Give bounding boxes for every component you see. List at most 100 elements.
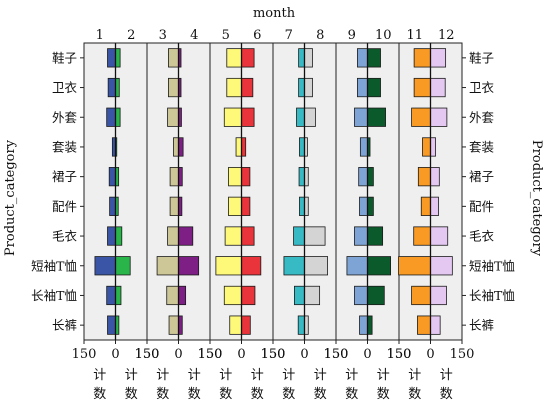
month-label: 4	[190, 28, 198, 43]
bar-month-10	[367, 167, 374, 187]
category-label-right: 套装	[469, 139, 494, 154]
bar-month-8	[304, 226, 326, 246]
month-label: 6	[253, 28, 261, 43]
bar-month-8	[304, 256, 329, 276]
bar-month-11	[411, 285, 431, 306]
bar-month-8	[304, 285, 321, 306]
bar-month-9	[354, 107, 368, 127]
month-label: 12	[438, 28, 455, 43]
bar-layer	[94, 48, 453, 335]
bar-month-9	[357, 48, 368, 68]
category-label-left: 毛衣	[52, 229, 78, 244]
bar-month-1	[108, 167, 116, 187]
bar-month-12	[430, 137, 436, 157]
bar-month-10	[367, 226, 384, 246]
bar-month-1	[109, 196, 116, 216]
x-axis-label: 数	[314, 387, 327, 402]
bar-month-9	[354, 226, 368, 246]
month-label: 7	[285, 28, 293, 43]
x-tick-label: 150	[261, 347, 286, 362]
bar-month-4	[178, 285, 187, 306]
category-label-right: 卫衣	[469, 80, 495, 95]
bar-month-12	[430, 315, 441, 335]
bar-month-5	[223, 285, 242, 306]
category-label-right: 外套	[469, 110, 495, 125]
bar-month-11	[398, 256, 431, 276]
bar-month-2	[115, 285, 122, 306]
x-axis-label: 计	[345, 368, 358, 383]
category-label-left: 裙子	[52, 169, 77, 184]
bar-month-2	[115, 256, 131, 276]
bar-month-1	[106, 285, 116, 306]
bar-month-5	[235, 137, 242, 157]
x-axis-label: 计	[93, 368, 106, 383]
bar-month-3	[168, 315, 179, 335]
bar-month-1	[94, 256, 116, 276]
bar-month-4	[178, 137, 184, 157]
bar-month-6	[241, 315, 251, 335]
x-tick-label: 150	[450, 347, 475, 362]
bar-month-5	[226, 77, 242, 98]
y-axis-label-right: Product_category	[529, 140, 544, 257]
category-label-right: 配件	[469, 199, 494, 214]
bar-month-7	[298, 167, 305, 187]
month-label: 2	[127, 28, 135, 43]
bar-month-3	[168, 77, 179, 98]
x-axis-label: 数	[93, 387, 106, 402]
month-label: 3	[159, 28, 167, 43]
category-label-left: 套装	[52, 139, 77, 154]
bar-month-10	[367, 77, 381, 98]
x-axis-label: 计	[440, 368, 453, 383]
bar-month-7	[297, 315, 305, 335]
x-tick-label: 150	[261, 347, 286, 362]
category-label-right: 长裤	[469, 318, 494, 333]
bar-month-7	[299, 196, 305, 216]
bar-month-12	[430, 167, 440, 187]
category-label-right: 鞋子	[469, 50, 494, 65]
bar-month-1	[107, 77, 116, 98]
bar-month-6	[241, 226, 255, 246]
x-axis-label: 数	[440, 387, 453, 402]
bar-month-3	[156, 256, 179, 276]
y-axis-label-left: Product_category	[3, 139, 18, 256]
category-label-left: 短袖T恤	[31, 258, 77, 273]
x-tick-label: 0	[174, 347, 182, 362]
x-axis-label: 计	[251, 368, 264, 383]
bar-month-6	[241, 77, 254, 98]
x-axis-label: 计	[408, 368, 421, 383]
category-label-left: 长袖T恤	[31, 288, 77, 303]
zero-line-layer	[114, 43, 432, 340]
bar-month-5	[228, 167, 242, 187]
bar-month-12	[430, 285, 447, 306]
x-tick-label: 0	[426, 347, 434, 362]
bar-month-5	[215, 256, 242, 276]
x-axis-label: 计	[377, 368, 390, 383]
bar-month-6	[241, 196, 251, 216]
bar-month-12	[430, 77, 446, 98]
bar-month-3	[167, 107, 179, 127]
bar-month-10	[367, 107, 386, 127]
bar-month-5	[224, 226, 242, 246]
bar-month-3	[166, 285, 179, 306]
bar-month-10	[367, 256, 392, 276]
bar-month-7	[294, 285, 305, 306]
bar-month-3	[168, 48, 179, 68]
x-axis-label: 计	[219, 368, 232, 383]
x-axis-label: 数	[408, 387, 421, 402]
bar-month-7	[296, 107, 305, 127]
x-tick-label: 150	[198, 347, 223, 362]
month-label: 9	[348, 28, 356, 43]
month-label: 11	[406, 28, 423, 43]
bar-month-11	[413, 48, 431, 68]
bar-month-5	[228, 196, 242, 216]
bar-month-8	[304, 107, 316, 127]
bar-month-5	[229, 315, 242, 335]
bar-month-9	[358, 167, 368, 187]
bar-month-10	[367, 48, 381, 68]
bar-month-7	[298, 77, 305, 98]
x-tick-label: 0	[111, 347, 119, 362]
bar-month-3	[167, 226, 179, 246]
x-axis-label: 数	[345, 387, 358, 402]
month-label: 5	[222, 28, 230, 43]
x-axis-label: 计	[282, 368, 295, 383]
